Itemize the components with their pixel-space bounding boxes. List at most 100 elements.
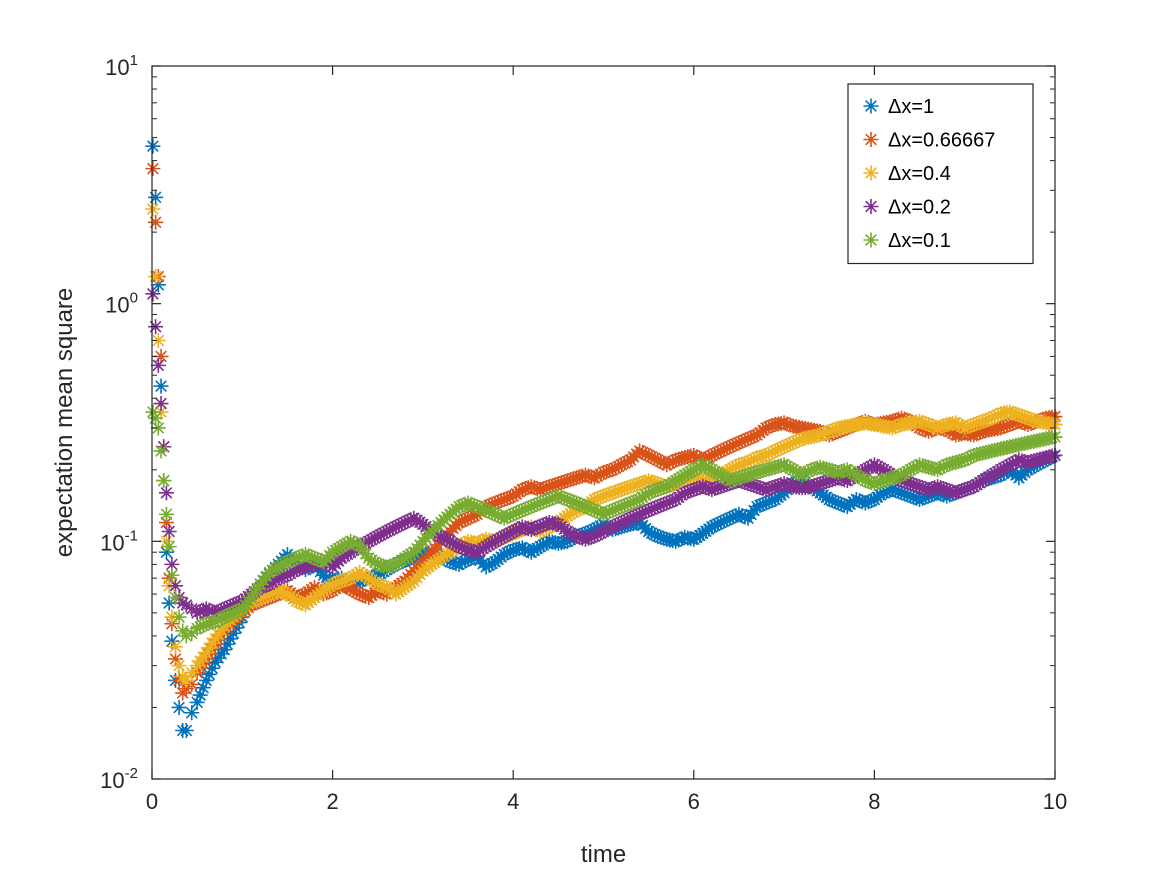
series-1-point xyxy=(746,428,762,444)
series-4-point xyxy=(629,493,645,509)
series-2-point xyxy=(204,635,220,651)
series-1-point xyxy=(996,419,1012,435)
series-0-point xyxy=(851,493,867,509)
series-4-point xyxy=(680,465,696,481)
series-4-point xyxy=(249,581,265,597)
series-4-point xyxy=(156,473,172,489)
series-4-point xyxy=(538,493,554,509)
series-1-point xyxy=(484,496,500,512)
series-3-point xyxy=(532,518,548,534)
series-2-point xyxy=(960,419,976,435)
series-4-point xyxy=(845,465,861,481)
series-3-point xyxy=(960,481,976,497)
series-3-point xyxy=(683,483,699,499)
series-3-point xyxy=(478,539,494,555)
series-4-point xyxy=(749,464,765,480)
series-3-point xyxy=(484,535,500,551)
series-1-point xyxy=(966,427,982,443)
series-3-point xyxy=(388,519,404,535)
series-1-point xyxy=(544,478,560,494)
series-0-point xyxy=(207,654,223,670)
series-4-point xyxy=(490,508,506,524)
y-tick-label: 100 xyxy=(105,290,138,318)
series-2-point xyxy=(192,653,208,669)
series-2-point xyxy=(261,586,277,602)
series-1-point xyxy=(550,476,566,492)
legend-marker xyxy=(863,199,879,214)
series-4-point xyxy=(740,467,756,483)
series-3-point xyxy=(659,495,675,511)
series-3-point xyxy=(999,458,1015,474)
series-3-point xyxy=(379,523,395,539)
series-3-point xyxy=(454,540,470,556)
series-4-point xyxy=(334,539,350,555)
series-2-point xyxy=(930,420,946,436)
series-4-point xyxy=(161,539,177,555)
series-3-point xyxy=(752,480,768,496)
series-2-point xyxy=(178,672,194,688)
series-4-point xyxy=(782,460,798,476)
series-1-point xyxy=(665,454,681,470)
series-3-point xyxy=(963,480,979,496)
series-1-point xyxy=(340,579,356,595)
series-4-point xyxy=(385,557,401,573)
series-1-point xyxy=(538,480,554,496)
series-4-point xyxy=(614,499,630,515)
series-0-point xyxy=(912,491,928,507)
series-3-point xyxy=(812,476,828,492)
series-4-point xyxy=(535,494,551,510)
series-4-point xyxy=(728,471,744,487)
series-3-point xyxy=(439,532,455,548)
series-0-point xyxy=(373,565,389,581)
series-1-point xyxy=(761,419,777,435)
series-1-point xyxy=(647,450,663,466)
series-3-point xyxy=(900,475,916,491)
series-3-point xyxy=(394,516,410,532)
series-3-point xyxy=(653,497,669,513)
series-4-point xyxy=(562,493,578,509)
series-4-point xyxy=(481,504,497,520)
series-1-point xyxy=(972,425,988,441)
series-3-point xyxy=(686,482,702,498)
series-0-point xyxy=(478,559,494,575)
series-2-point xyxy=(150,332,166,348)
series-1-point xyxy=(532,482,548,498)
series-1-point xyxy=(728,436,744,452)
series-3-point xyxy=(559,523,575,539)
series-3-point xyxy=(373,527,389,543)
series-4-point xyxy=(761,461,777,477)
series-2-point xyxy=(731,457,747,473)
series-2-point xyxy=(288,593,304,609)
series-0-point xyxy=(915,490,931,506)
series-3-point xyxy=(301,558,317,574)
series-3-point xyxy=(644,501,660,517)
series-3-point xyxy=(647,500,663,516)
series-3-point xyxy=(586,528,602,544)
series-0-point xyxy=(878,484,894,500)
series-3 xyxy=(145,286,1063,621)
series-0-point xyxy=(532,539,548,555)
series-0-point xyxy=(213,646,229,662)
series-3-point xyxy=(975,473,991,489)
series-2-point xyxy=(562,506,578,522)
series-3-point xyxy=(514,519,530,535)
series-3-point xyxy=(650,499,666,515)
series-4-point xyxy=(523,499,539,515)
series-1-point xyxy=(776,415,792,431)
series-4-point xyxy=(921,459,937,475)
series-3-point xyxy=(936,481,952,497)
series-3-point xyxy=(158,485,174,501)
series-1-point xyxy=(686,447,702,463)
series-1-point xyxy=(719,440,735,456)
series-4-point xyxy=(881,471,897,487)
series-3-point xyxy=(809,477,825,493)
series-3-point xyxy=(304,557,320,573)
series-3-point xyxy=(695,479,711,495)
series-3-point xyxy=(161,523,177,539)
series-4-point xyxy=(915,458,931,474)
series-1-point xyxy=(556,474,572,490)
series-2-point xyxy=(340,571,356,587)
series-3-point xyxy=(710,480,726,496)
series-0-point xyxy=(370,567,386,583)
series-4-point xyxy=(466,497,482,513)
